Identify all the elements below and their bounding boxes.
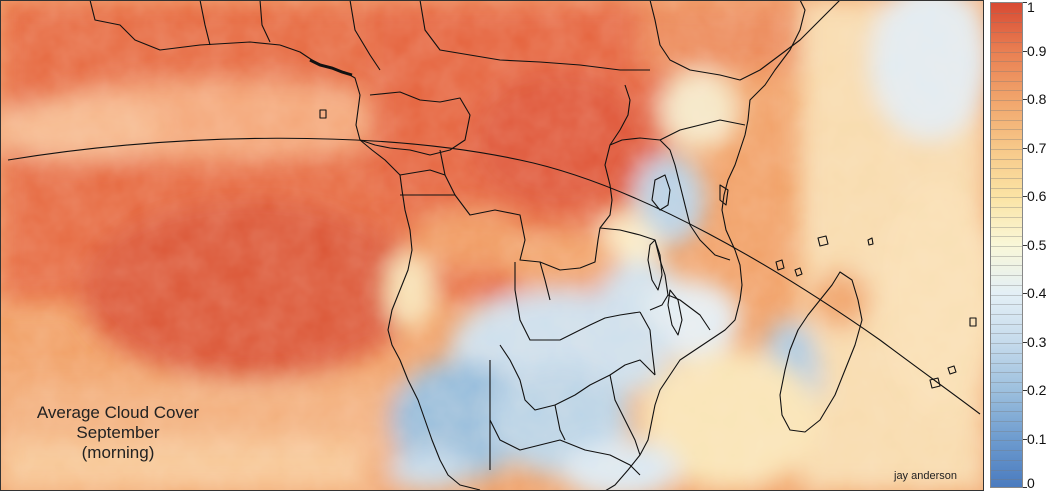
scale-tick-label: 0.1 [1027, 430, 1047, 447]
scale-tick [1023, 293, 1027, 294]
scale-stripe [991, 187, 1022, 189]
scale-stripe [991, 246, 1022, 247]
scale-stripe [991, 401, 1022, 403]
scale-stripe [991, 129, 1022, 131]
scale-stripe [991, 71, 1022, 73]
scale-tick [1023, 487, 1027, 488]
scale-tick-label: 0.4 [1027, 285, 1047, 301]
scale-stripe [991, 255, 1022, 257]
scale-tick-label: 0.9 [1027, 42, 1047, 59]
scale-stripe [991, 197, 1022, 199]
scale-stripe [991, 391, 1022, 393]
scale-stripe [991, 207, 1022, 209]
scale-stripe [991, 100, 1022, 102]
scale-tick [1023, 50, 1027, 52]
scale-stripe [991, 469, 1022, 471]
scale-tick [1023, 2, 1027, 3]
scale-stripe [991, 372, 1022, 374]
scale-stripe [991, 314, 1022, 316]
scale-stripe [991, 80, 1022, 82]
scale-stripe [991, 236, 1022, 238]
scale-stripe [991, 32, 1022, 34]
scale-tick-label: 0 [1027, 475, 1035, 491]
scale-tick [1023, 341, 1027, 343]
scale-tick [1023, 196, 1027, 197]
scale-stripe [991, 323, 1022, 325]
author-credit: jay anderson [894, 470, 957, 482]
scale-stripe [991, 148, 1022, 150]
map-title-line-1: Average Cloud Cover [36, 403, 200, 422]
scale-stripe [991, 450, 1022, 452]
map-title-line-3: (morning) [81, 443, 155, 462]
scale-stripe [991, 304, 1022, 306]
scale-stripe [991, 12, 1022, 14]
coastal-islands [309, 58, 353, 77]
color-scale-bar [990, 2, 1023, 488]
scale-stripe [991, 61, 1022, 63]
scale-tick-label: 1 [1027, 0, 1035, 15]
scale-stripe [991, 440, 1022, 442]
map-title-line-2: September [76, 423, 160, 442]
scale-stripe [991, 226, 1022, 228]
scale-stripe [991, 459, 1022, 461]
scale-tick-label: 0.5 [1027, 236, 1047, 253]
scale-stripe [991, 158, 1022, 160]
scale-stripe [991, 51, 1022, 53]
country-borders [89, 0, 977, 491]
scale-stripe [991, 343, 1022, 345]
scale-stripe [991, 41, 1022, 43]
scale-tick [1023, 147, 1027, 149]
scale-stripe [991, 294, 1022, 296]
scale-stripe [991, 216, 1022, 218]
scale-stripe [991, 430, 1022, 432]
scale-tick [1023, 99, 1027, 100]
scale-tick-label: 0.2 [1027, 382, 1047, 398]
scale-tick-label: 0.8 [1027, 91, 1047, 107]
map-title: Average Cloud Cover September (morning) [18, 403, 218, 463]
scale-stripe [991, 139, 1022, 141]
scale-stripe [991, 284, 1022, 286]
scale-stripe [991, 275, 1022, 277]
eclipse-track-line [7, 137, 981, 415]
scale-tick-label: 0.3 [1027, 333, 1047, 350]
scale-stripe [991, 119, 1022, 121]
scale-stripe [991, 411, 1022, 413]
scale-tick-label: 0.6 [1027, 188, 1047, 204]
scale-tick [1023, 438, 1027, 440]
map-canvas [0, 0, 984, 491]
scale-stripe [991, 109, 1022, 111]
scale-stripe [991, 352, 1022, 354]
scale-tick [1023, 390, 1027, 391]
scale-tick [1023, 244, 1027, 246]
cloud-cover-map [0, 0, 984, 491]
scale-tick-label: 0.7 [1027, 139, 1047, 156]
scale-stripe [991, 90, 1022, 92]
scale-stripe [991, 265, 1022, 267]
scale-stripe [991, 22, 1022, 24]
scale-stripe [991, 420, 1022, 422]
scale-stripe [991, 479, 1022, 481]
scale-stripe [991, 333, 1022, 335]
scale-stripe [991, 382, 1022, 384]
scale-stripe [991, 362, 1022, 364]
scale-stripe [991, 177, 1022, 179]
scale-stripe [991, 168, 1022, 170]
